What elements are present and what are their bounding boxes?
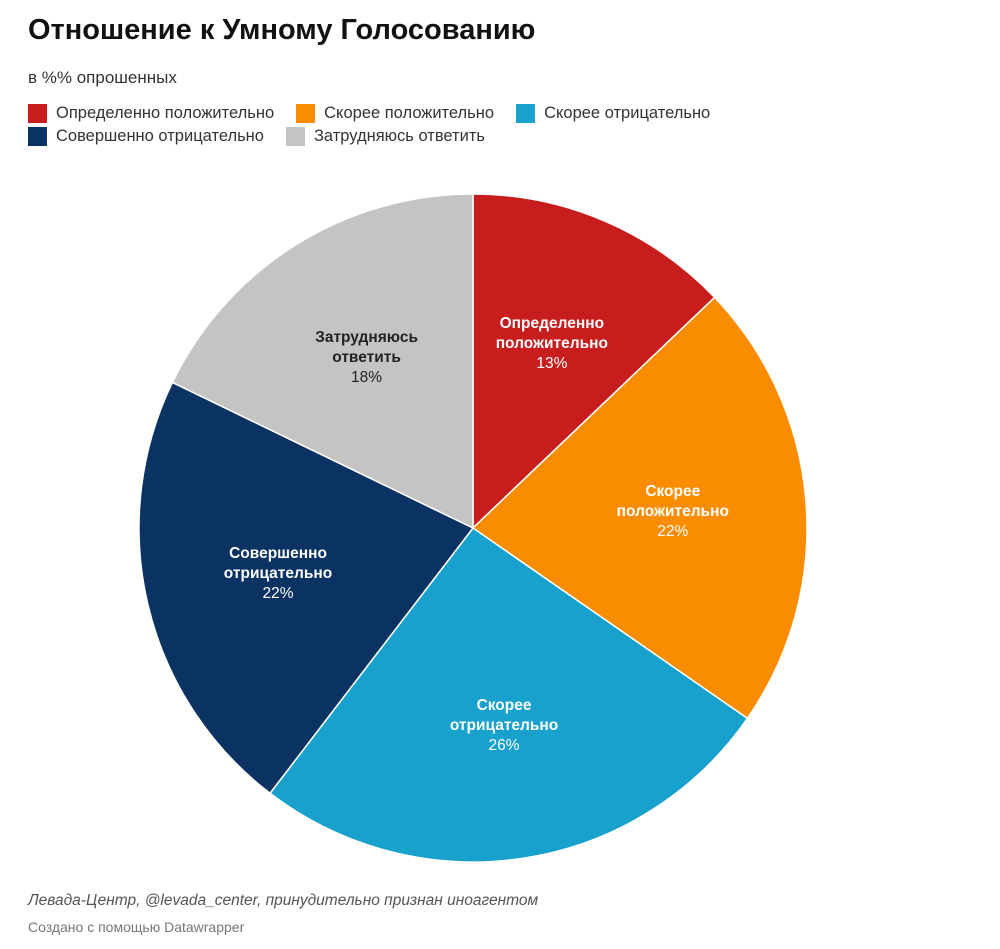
legend-label: Затрудняюсь ответить <box>313 127 485 145</box>
legend-swatch <box>516 104 536 123</box>
slice-name: Совершенно отрицательно <box>223 545 333 583</box>
pie-slice <box>471 296 808 720</box>
legend-label: Скорее отрицательно <box>544 104 711 122</box>
slice-label: Определенно положительно 13% <box>482 314 622 374</box>
slice-value: 22% <box>657 523 689 541</box>
pie-slice <box>472 193 716 530</box>
slice-value: 13% <box>536 354 568 372</box>
slice-value: 26% <box>488 736 520 754</box>
legend-item: Определенно положительно <box>28 104 274 123</box>
legend-label: Совершенно отрицательно <box>56 127 264 145</box>
slice-value: 18% <box>351 369 383 387</box>
legend-swatch <box>296 104 316 123</box>
legend-item: Скорее положительно <box>296 104 494 123</box>
credit: Создано с помощью Datawrapper <box>28 919 245 935</box>
legend-swatch <box>285 127 305 146</box>
pie-slice <box>268 526 749 863</box>
slice-name: Определенно положительно <box>495 314 608 352</box>
pie-slice <box>171 193 474 530</box>
source: Левада-Центр, @levada_center, принудител… <box>28 892 539 909</box>
legend-label: Определенно положительно <box>56 104 275 122</box>
slice-label: Совершенно отрицательно 22% <box>208 544 348 604</box>
legend-label: Скорее положительно <box>324 104 495 122</box>
chart-title: Отношение к Умному Голосованию <box>28 14 536 46</box>
slice-label: Скорее отрицательно 26% <box>434 696 574 756</box>
legend-item: Затрудняюсь ответить <box>285 127 485 146</box>
legend: Определенно положительно Скорее положител… <box>28 104 768 146</box>
legend-item: Скорее отрицательно <box>516 104 710 123</box>
slice-value: 22% <box>262 585 294 603</box>
slice-label: Скорее положительно 22% <box>603 482 743 542</box>
slice-name: Затрудняюсь ответить <box>315 329 418 367</box>
slice-name: Скорее отрицательно <box>449 696 559 734</box>
legend-item: Совершенно отрицательно <box>28 127 264 146</box>
legend-swatch <box>28 127 47 146</box>
pie-slice <box>138 381 475 795</box>
legend-swatch <box>28 104 47 123</box>
slice-label: Затрудняюсь ответить 18% <box>297 328 437 388</box>
subtitle: в %% опрошенных <box>28 68 177 87</box>
slice-name: Скорее положительно <box>616 483 729 521</box>
